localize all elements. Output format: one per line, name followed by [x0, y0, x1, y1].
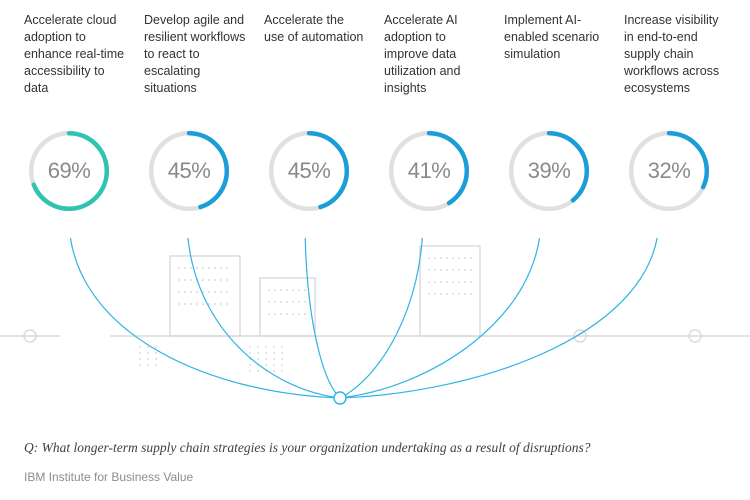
donut-chart: 39% — [504, 126, 594, 216]
metric-col: Implement AI-enabled scenario simulation… — [504, 12, 606, 216]
metric-col: Increase visibility in end-to-end supply… — [624, 12, 726, 216]
pct-label: 45% — [144, 126, 234, 216]
metric-label: Develop agile and resilient workflows to… — [144, 12, 246, 120]
donut-chart: 32% — [624, 126, 714, 216]
metric-col: Accelerate cloud adoption to enhance rea… — [24, 12, 126, 216]
metric-col: Accelerate the use of automation 45% — [264, 12, 366, 216]
donut-row: Accelerate cloud adoption to enhance rea… — [0, 0, 750, 216]
metric-label: Accelerate AI adoption to improve data u… — [384, 12, 486, 120]
donut-chart: 41% — [384, 126, 474, 216]
donut-chart: 45% — [264, 126, 354, 216]
metric-label: Accelerate the use of automation — [264, 12, 366, 120]
metric-col: Accelerate AI adoption to improve data u… — [384, 12, 486, 216]
question-text: Q: What longer-term supply chain strateg… — [24, 440, 590, 456]
metric-col: Develop agile and resilient workflows to… — [144, 12, 246, 216]
pct-label: 39% — [504, 126, 594, 216]
connector-lines — [69, 238, 659, 398]
pct-label: 45% — [264, 126, 354, 216]
pct-label: 32% — [624, 126, 714, 216]
pct-label: 41% — [384, 126, 474, 216]
donut-chart: 45% — [144, 126, 234, 216]
pct-label: 69% — [24, 126, 114, 216]
hub-node-icon — [334, 392, 346, 404]
source-text: IBM Institute for Business Value — [24, 470, 193, 484]
background-illustration — [0, 238, 750, 408]
metric-label: Accelerate cloud adoption to enhance rea… — [24, 12, 126, 120]
cityscape-icon — [0, 246, 750, 373]
metric-label: Increase visibility in end-to-end supply… — [624, 12, 726, 120]
metric-label: Implement AI-enabled scenario simulation — [504, 12, 606, 120]
donut-chart: 69% — [24, 126, 114, 216]
